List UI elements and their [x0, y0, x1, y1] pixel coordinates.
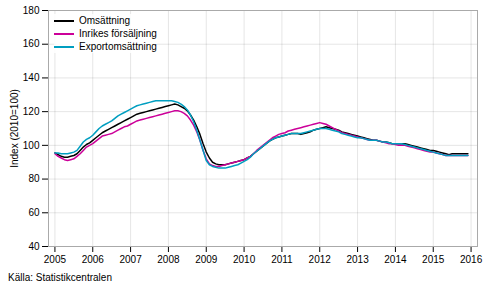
- svg-text:60: 60: [28, 207, 40, 218]
- svg-text:2010: 2010: [233, 254, 256, 265]
- svg-text:2007: 2007: [119, 254, 142, 265]
- svg-text:40: 40: [28, 241, 40, 252]
- svg-text:2013: 2013: [346, 254, 369, 265]
- svg-text:2014: 2014: [384, 254, 407, 265]
- svg-text:80: 80: [28, 173, 40, 184]
- html-text:Omsättning: Omsättning: [79, 15, 131, 26]
- html-text:Inrikes försäljning: Inrikes försäljning: [79, 28, 157, 39]
- svg-text:2011: 2011: [271, 254, 293, 265]
- svg-text:140: 140: [23, 72, 40, 83]
- svg-text:2012: 2012: [309, 254, 332, 265]
- svg-text:2005: 2005: [44, 254, 67, 265]
- svg-text:2009: 2009: [195, 254, 218, 265]
- svg-text:2008: 2008: [157, 254, 180, 265]
- svg-text:100: 100: [23, 140, 40, 151]
- svg-text:2016: 2016: [460, 254, 483, 265]
- svg-text:120: 120: [23, 106, 40, 117]
- svg-text:180: 180: [23, 5, 40, 16]
- html-text:Exportomsättning: Exportomsättning: [79, 41, 157, 52]
- svg-text:2006: 2006: [82, 254, 105, 265]
- svg-text:160: 160: [23, 38, 40, 49]
- svg-text:Index (2010=100): Index (2010=100): [9, 89, 20, 168]
- html-text:Källa: Statistikcentralen: Källa: Statistikcentralen: [8, 272, 112, 283]
- svg-text:2015: 2015: [422, 254, 445, 265]
